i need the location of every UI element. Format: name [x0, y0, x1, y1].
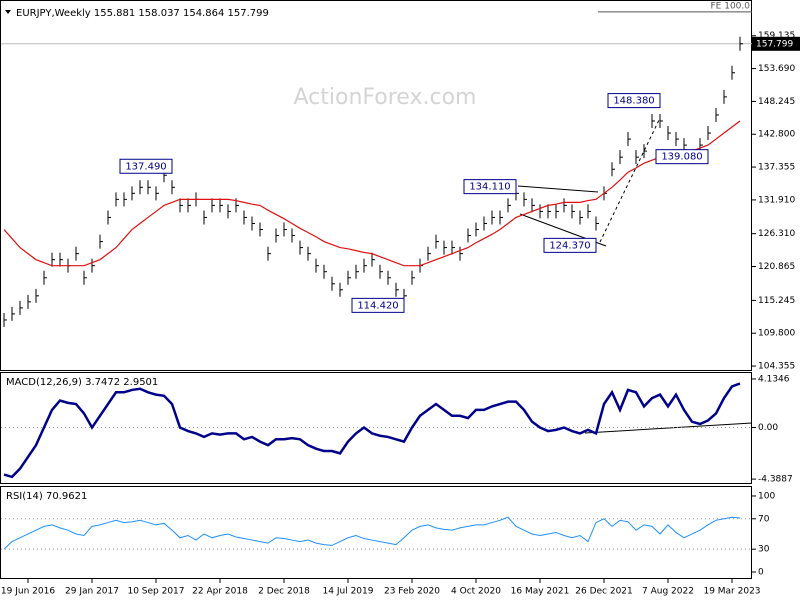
y-tick-label: 30: [758, 545, 770, 555]
macd-trend-line: [584, 422, 753, 434]
annotation-label: 137.490: [125, 161, 166, 172]
series-line: [3, 382, 741, 479]
watermark: ActionForex.com: [294, 85, 477, 110]
x-tick-label: 7 Aug 2022: [642, 587, 694, 597]
x-tick-label: 23 Feb 2020: [384, 587, 440, 597]
x-tick-label: 14 Jul 2019: [323, 587, 374, 597]
annotation-label: 134.110: [469, 182, 510, 193]
x-tick-label: 29 Jan 2017: [65, 587, 119, 597]
y-tick-label: 0.00: [758, 423, 778, 433]
x-tick-label: 26 Dec 2021: [575, 587, 633, 597]
y-tick-label: 0: [758, 567, 764, 577]
y-tick-label: 120.865: [758, 262, 795, 272]
annotation-box: [351, 297, 405, 313]
dashed-projection-line: [599, 117, 661, 243]
fe-label: FE 100.0: [711, 1, 751, 11]
y-tick-label: 159.135: [758, 31, 795, 41]
triangle-upper-line: [517, 185, 599, 193]
y-tick-label: 104.355: [758, 362, 795, 372]
panel-title: MACD(12,26,9) 3.7472 2.9501: [6, 377, 158, 388]
annotation-label: 148.380: [613, 96, 654, 107]
annotation-label: 114.420: [357, 300, 398, 311]
series-line: [3, 120, 741, 267]
x-tick-label: 2 Dec 2018: [258, 587, 310, 597]
title-marker: [5, 10, 11, 14]
y-tick-label: -4.3887: [758, 475, 793, 485]
panel-title: EURJPY,Weekly 155.881 158.037 154.864 15…: [16, 8, 269, 19]
x-tick-label: 4 Oct 2020: [451, 587, 501, 597]
panel-title: RSI(14) 70.9621: [6, 491, 87, 502]
x-tick-label: 16 May 2021: [511, 587, 570, 597]
series-line: [3, 516, 741, 550]
x-tick-label: 10 Sep 2017: [127, 587, 184, 597]
rsi-panel-frame: [0, 486, 752, 579]
last-price-box: [752, 36, 800, 51]
y-tick-label: 148.245: [758, 97, 795, 107]
y-tick-label: 100: [758, 491, 775, 501]
y-tick-label: 153.690: [758, 64, 795, 74]
y-tick-label: 137.355: [758, 163, 795, 173]
annotation-box: [607, 93, 661, 109]
annotation-box: [543, 237, 597, 253]
annotation-box: [463, 179, 517, 195]
x-tick-label: 19 Mar 2023: [703, 587, 760, 597]
macd-panel-frame: [0, 372, 752, 484]
y-tick-label: 115.245: [758, 296, 795, 306]
annotation-label: 139.080: [661, 152, 702, 163]
last-price-label: 157.799: [756, 39, 793, 49]
annotation-label: 124.370: [549, 240, 590, 251]
y-tick-label: 131.910: [758, 195, 795, 205]
annotation-box: [119, 158, 173, 174]
x-tick-label: 19 Jun 2016: [1, 587, 55, 597]
y-tick-label: 126.310: [758, 229, 795, 239]
x-tick-label: 22 Apr 2018: [192, 587, 248, 597]
price-panel-frame: [0, 0, 752, 371]
annotation-box: [655, 149, 709, 165]
y-tick-label: 109.800: [758, 329, 795, 339]
y-tick-label: 142.800: [758, 130, 795, 140]
y-tick-label: 70: [758, 514, 770, 524]
y-tick-label: 4.1346: [758, 374, 790, 384]
